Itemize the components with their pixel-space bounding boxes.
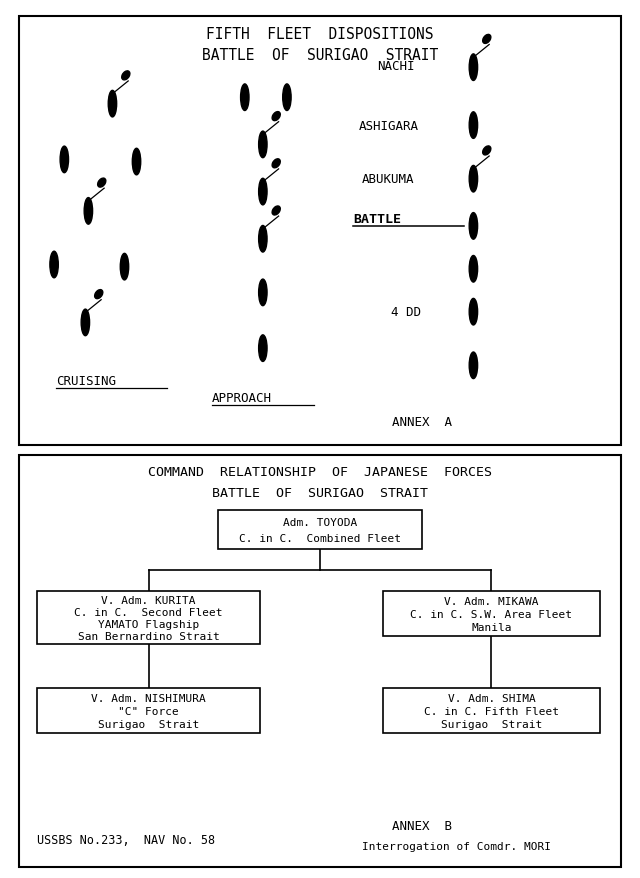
Ellipse shape [259, 335, 267, 362]
Ellipse shape [469, 213, 477, 240]
Text: Adm. TOYODA: Adm. TOYODA [283, 518, 357, 528]
Text: BATTLE: BATTLE [353, 212, 401, 226]
Ellipse shape [50, 252, 58, 278]
Ellipse shape [469, 112, 477, 140]
Ellipse shape [132, 149, 141, 176]
Ellipse shape [469, 54, 477, 82]
Bar [37, 591, 260, 644]
Ellipse shape [60, 147, 68, 174]
Text: C. in C.  Combined Fleet: C. in C. Combined Fleet [239, 533, 401, 543]
Text: YAMATO Flagship: YAMATO Flagship [98, 620, 199, 630]
Ellipse shape [259, 280, 267, 306]
Bar [37, 687, 260, 733]
Ellipse shape [259, 179, 267, 205]
Ellipse shape [469, 166, 477, 193]
Text: C. in C.  Second Fleet: C. in C. Second Fleet [74, 608, 223, 617]
Text: BATTLE  OF  SURIGAO  STRAIT: BATTLE OF SURIGAO STRAIT [212, 486, 428, 500]
Text: APPROACH: APPROACH [212, 392, 272, 405]
Ellipse shape [272, 206, 280, 216]
Bar [383, 591, 600, 637]
Ellipse shape [98, 179, 106, 188]
Ellipse shape [469, 353, 477, 379]
Ellipse shape [120, 254, 129, 281]
Text: V. Adm. MIKAWA: V. Adm. MIKAWA [444, 597, 539, 607]
Ellipse shape [259, 227, 267, 253]
Ellipse shape [272, 112, 280, 121]
Ellipse shape [95, 291, 103, 299]
Text: BATTLE  OF  SURIGAO  STRAIT: BATTLE OF SURIGAO STRAIT [202, 47, 438, 62]
Text: 4 DD: 4 DD [391, 306, 421, 319]
Ellipse shape [469, 299, 477, 326]
Text: "C" Force: "C" Force [118, 706, 179, 716]
Ellipse shape [283, 85, 291, 112]
Text: V. Adm. SHIMA: V. Adm. SHIMA [447, 693, 535, 703]
Text: Surigao  Strait: Surigao Strait [98, 719, 199, 729]
Text: Manila: Manila [471, 623, 512, 632]
Ellipse shape [483, 147, 491, 155]
Ellipse shape [469, 256, 477, 283]
Text: C. in C. S.W. Area Fleet: C. in C. S.W. Area Fleet [410, 609, 572, 620]
Text: CRUISING: CRUISING [56, 374, 116, 387]
Text: ANNEX  B: ANNEX B [392, 819, 452, 832]
Ellipse shape [84, 198, 93, 225]
Ellipse shape [241, 85, 249, 112]
Text: FIFTH  FLEET  DISPOSITIONS: FIFTH FLEET DISPOSITIONS [206, 27, 434, 42]
Text: San Bernardino Strait: San Bernardino Strait [77, 631, 220, 642]
Ellipse shape [81, 310, 90, 336]
Ellipse shape [122, 72, 130, 81]
Ellipse shape [483, 35, 491, 45]
Bar [218, 510, 422, 549]
Ellipse shape [272, 160, 280, 169]
Text: Surigao  Strait: Surigao Strait [441, 719, 542, 729]
Text: V. Adm. NISHIMURA: V. Adm. NISHIMURA [91, 693, 206, 703]
Text: Interrogation of Comdr. MORI: Interrogation of Comdr. MORI [362, 841, 551, 851]
Text: USSBS No.233,  NAV No. 58: USSBS No.233, NAV No. 58 [37, 833, 216, 846]
Text: C. in C. Fifth Fleet: C. in C. Fifth Fleet [424, 706, 559, 716]
Text: ABUKUMA: ABUKUMA [362, 173, 415, 186]
Bar [383, 687, 600, 733]
Ellipse shape [108, 91, 116, 118]
Ellipse shape [259, 132, 267, 159]
Text: ASHIGARA: ASHIGARA [359, 119, 419, 133]
Text: NACHI: NACHI [377, 60, 415, 73]
Text: V. Adm. KURITA: V. Adm. KURITA [101, 596, 196, 606]
Text: COMMAND  RELATIONSHIP  OF  JAPANESE  FORCES: COMMAND RELATIONSHIP OF JAPANESE FORCES [148, 465, 492, 479]
Text: ANNEX  A: ANNEX A [392, 415, 452, 428]
